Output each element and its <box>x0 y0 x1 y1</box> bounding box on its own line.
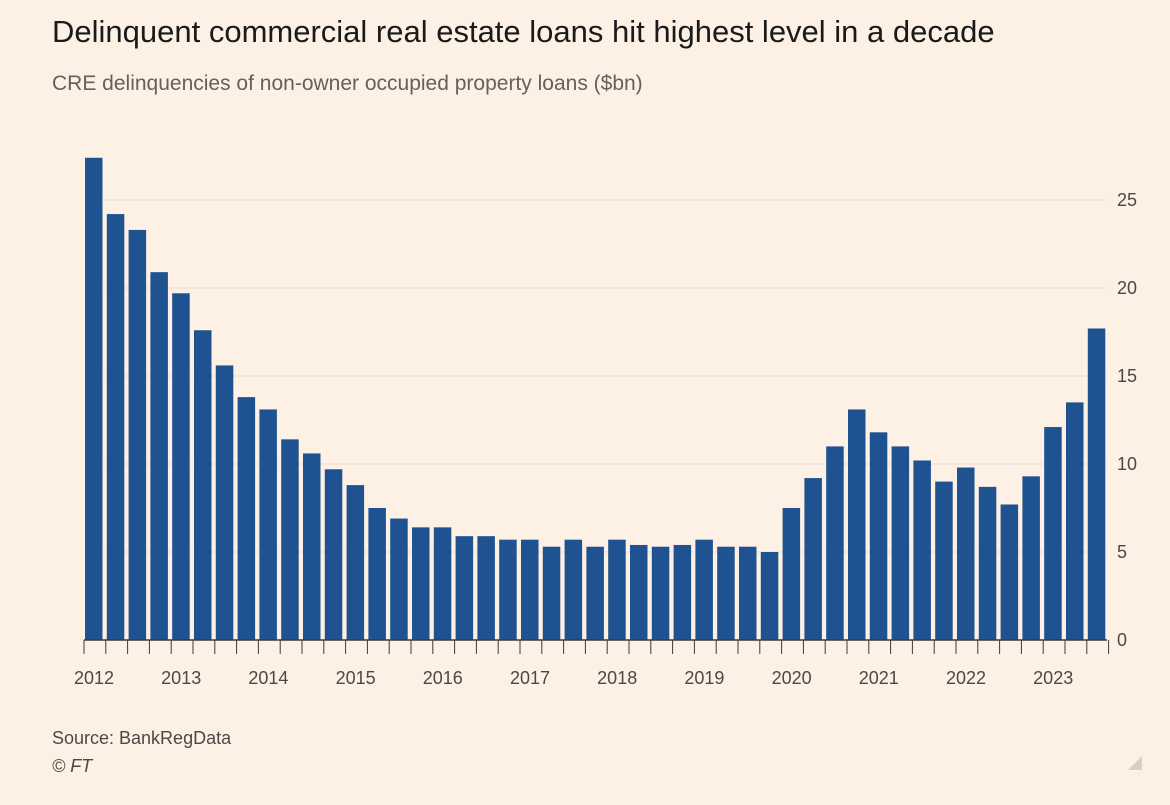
bar <box>1087 328 1106 640</box>
x-tick-label: 2017 <box>510 668 550 688</box>
bar <box>368 508 386 640</box>
x-tick-label: 2020 <box>772 668 812 688</box>
copyright-note: © FT <box>52 756 93 776</box>
bar <box>935 481 953 640</box>
bar <box>586 546 604 640</box>
x-tick-label: 2012 <box>74 668 114 688</box>
y-tick-label: 0 <box>1117 630 1127 650</box>
bar <box>608 539 626 640</box>
bar <box>630 544 648 640</box>
bar <box>717 546 735 640</box>
y-tick-label: 20 <box>1117 278 1137 298</box>
x-tick-label: 2013 <box>161 668 201 688</box>
bar <box>150 272 168 640</box>
bar-chart: 2012 2013 2014 2015 2016 2017 2018 2019 2020 2021… <box>74 157 1137 688</box>
bar <box>499 539 517 640</box>
bar <box>237 397 256 640</box>
bar <box>673 544 692 640</box>
x-tick-label: 2023 <box>1033 668 1073 688</box>
bar <box>564 539 583 640</box>
bar <box>477 536 495 640</box>
bar <box>1044 427 1062 640</box>
bar <box>346 485 365 640</box>
chart-title: Delinquent commercial real estate loans … <box>52 14 995 49</box>
bar <box>194 330 212 640</box>
source-note: Source: BankRegData <box>52 728 232 748</box>
chart-subtitle: CRE delinquencies of non-owner occupied … <box>52 72 643 95</box>
bar <box>390 518 408 640</box>
bar <box>651 546 670 640</box>
bar <box>760 552 779 640</box>
gridlines <box>84 199 1107 553</box>
bar <box>891 446 910 640</box>
bar <box>826 446 844 640</box>
x-tick-label: 2016 <box>423 668 463 688</box>
bar <box>782 508 801 640</box>
bar <box>281 439 299 640</box>
x-tick-label: 2019 <box>684 668 724 688</box>
y-tick-label: 15 <box>1117 366 1137 386</box>
bar <box>106 214 125 640</box>
bar <box>913 460 931 640</box>
x-tick-label: 2015 <box>336 668 376 688</box>
bar <box>1022 476 1040 640</box>
bar <box>412 527 430 640</box>
bar <box>848 409 866 640</box>
bar <box>957 467 975 640</box>
bar <box>1000 504 1019 640</box>
bar <box>172 293 190 640</box>
bar <box>324 469 343 640</box>
bar <box>978 486 997 640</box>
x-axis: 2012 2013 2014 2015 2016 2017 2018 2019 2020 2021… <box>74 639 1110 688</box>
bar <box>303 453 321 640</box>
y-axis: 0 5 10 15 20 25 <box>1117 190 1137 650</box>
bar <box>739 546 757 640</box>
bar <box>695 539 713 640</box>
bar <box>804 478 822 640</box>
y-tick-label: 10 <box>1117 454 1137 474</box>
y-tick-label: 25 <box>1117 190 1137 210</box>
bar <box>1066 402 1084 640</box>
bar <box>128 229 147 641</box>
bar <box>215 365 234 640</box>
bar <box>85 157 103 640</box>
x-tick-label: 2021 <box>859 668 899 688</box>
bar <box>521 539 539 640</box>
resize-corner-icon <box>1128 756 1142 770</box>
bars <box>85 157 1106 641</box>
x-tick-label: 2022 <box>946 668 986 688</box>
bar <box>433 527 452 640</box>
bar <box>542 546 561 640</box>
bar <box>259 409 277 640</box>
x-tick-label: 2014 <box>248 668 288 688</box>
bar <box>869 432 888 640</box>
y-tick-label: 5 <box>1117 542 1127 562</box>
bar <box>455 536 474 640</box>
x-tick-label: 2018 <box>597 668 637 688</box>
